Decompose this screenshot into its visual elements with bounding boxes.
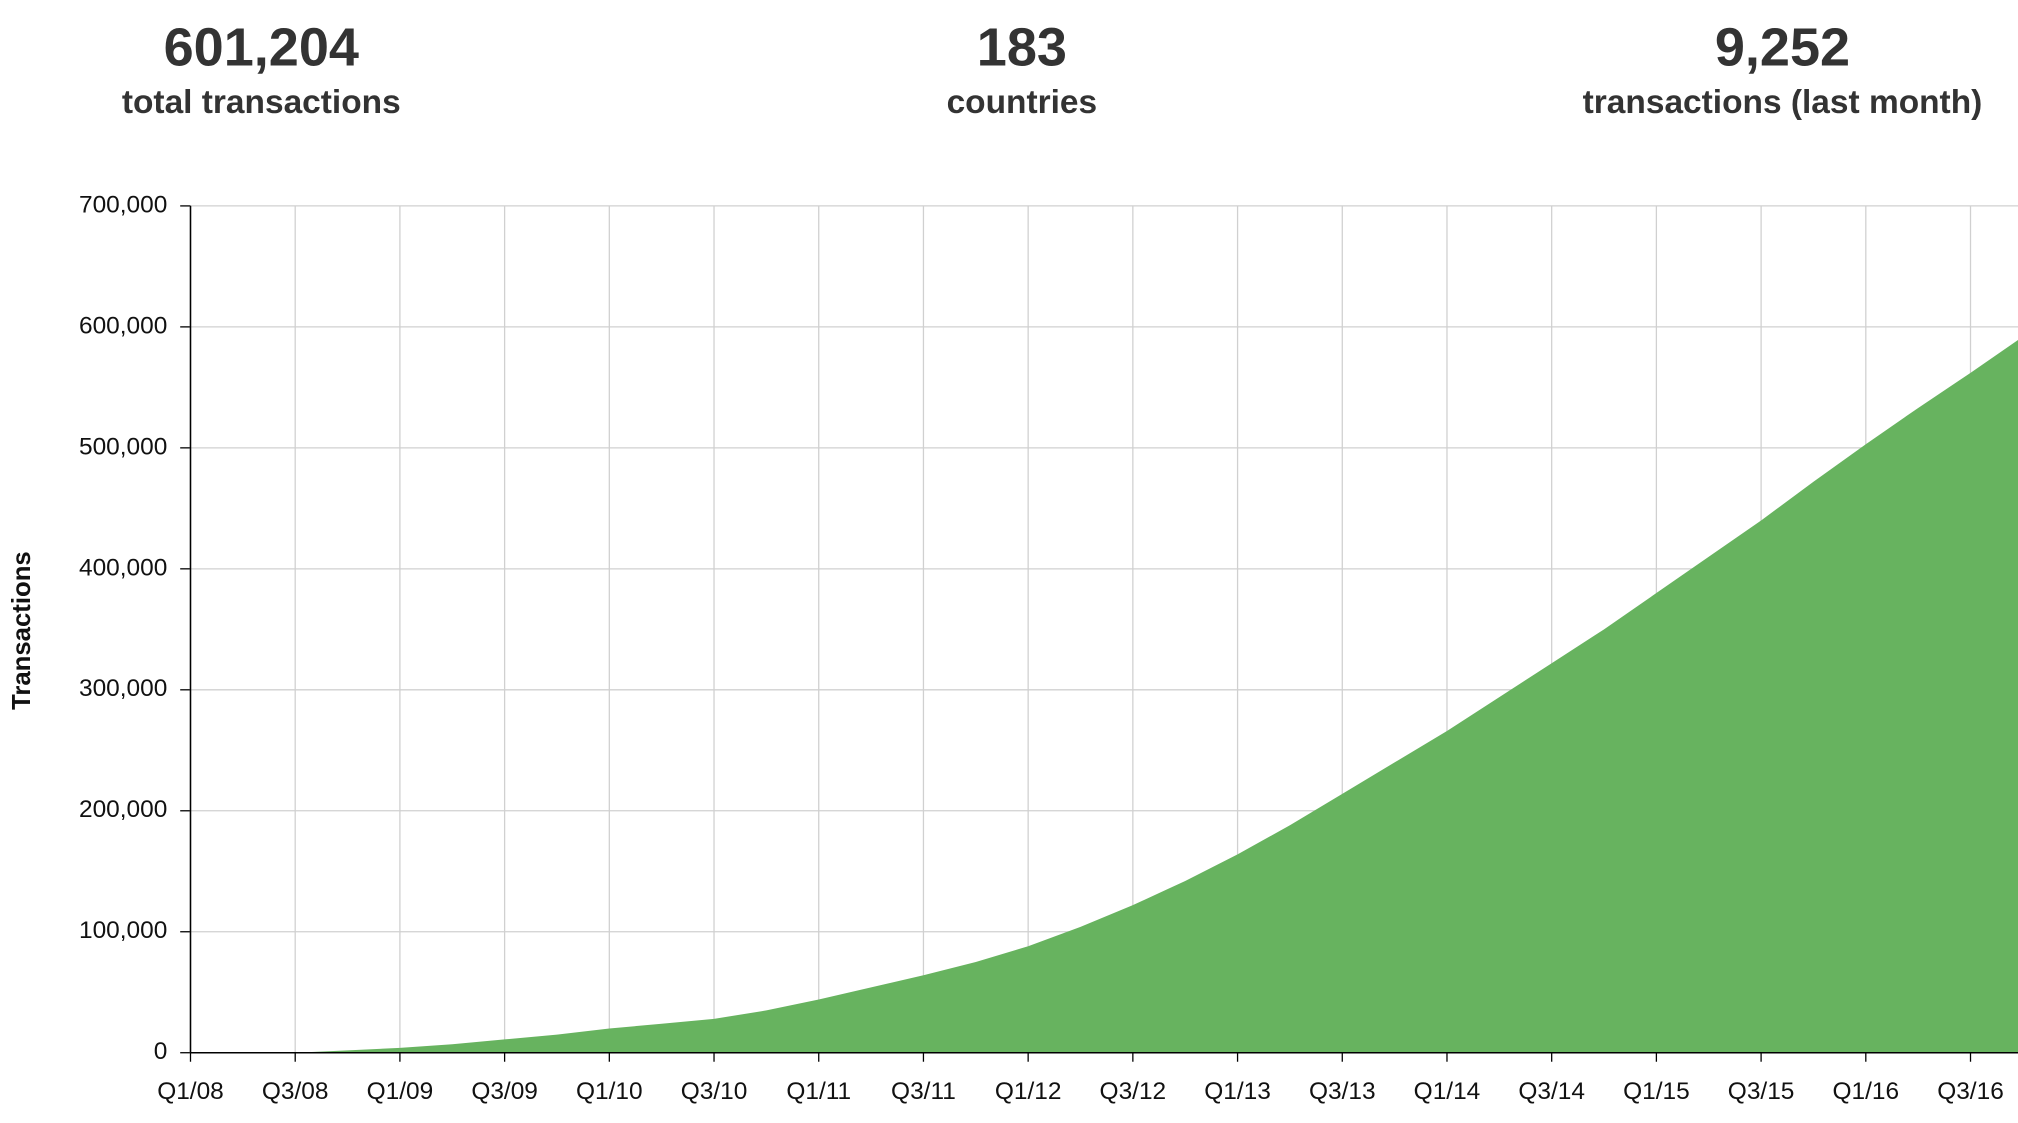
area: [295, 339, 2018, 1053]
y-tick-label: 200,000: [79, 796, 167, 823]
y-axis-title: Transactions: [8, 551, 36, 710]
x-tick-label: Q1/10: [576, 1078, 643, 1105]
x-tick-label: Q1/11: [786, 1078, 851, 1105]
x-tick-label: Q3/11: [891, 1078, 956, 1105]
x-tick-label: Q1/13: [1204, 1078, 1271, 1105]
x-tick-label: Q3/09: [471, 1078, 538, 1105]
x-tick-label: Q1/16: [1833, 1078, 1900, 1105]
y-tick-label: 100,000: [79, 917, 167, 944]
stat-label: transactions (last month): [1583, 84, 1983, 121]
x-tick-label: Q1/14: [1414, 1078, 1481, 1105]
x-tick-label: Q1/09: [367, 1078, 434, 1105]
stat-value: 9,252: [1715, 18, 1850, 78]
y-tick-label: 300,000: [79, 675, 167, 702]
x-tick-label: Q1/12: [995, 1078, 1062, 1105]
x-tick-label: Q1/15: [1623, 1078, 1690, 1105]
x-tick-label: Q3/16: [1937, 1078, 2004, 1105]
x-tick-label: Q3/08: [262, 1078, 329, 1105]
x-tick-label: Q3/13: [1309, 1078, 1376, 1105]
x-tick-label: Q3/14: [1518, 1078, 1585, 1105]
stat-value: 183: [977, 18, 1067, 78]
x-tick-label: Q1/08: [157, 1078, 224, 1105]
y-tick-label: 600,000: [79, 312, 167, 339]
stat-label: total transactions: [122, 84, 401, 121]
y-tick-label: 400,000: [79, 554, 167, 581]
y-tick-label: 700,000: [79, 191, 167, 218]
x-tick-label: Q3/15: [1728, 1078, 1795, 1105]
x-tick-label: Q3/10: [681, 1078, 748, 1105]
stat-value: 601,204: [164, 18, 359, 78]
x-tick-label: Q3/12: [1100, 1078, 1167, 1105]
y-tick-label: 500,000: [79, 433, 167, 460]
stat-label: countries: [947, 84, 1098, 121]
y-tick-label: 0: [154, 1038, 168, 1065]
